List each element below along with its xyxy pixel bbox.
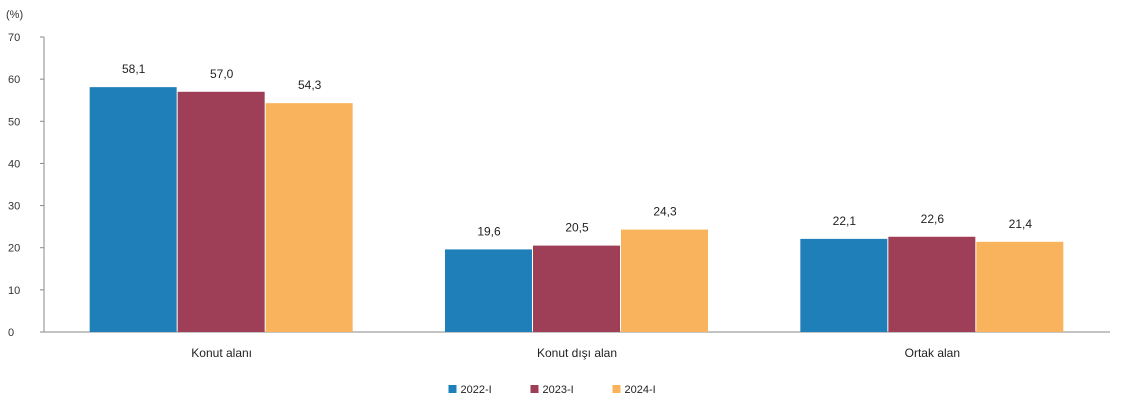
legend-label: 2023-I: [543, 384, 574, 396]
legend-swatch: [530, 385, 539, 393]
y-tick-label: 30: [8, 201, 20, 213]
y-tick-label: 40: [8, 158, 20, 170]
bar: [533, 245, 620, 332]
y-axis: 0 10 20 30 40 50 60 70: [8, 32, 45, 339]
legend-label: 2024-I: [625, 384, 656, 396]
y-tick-label: 70: [8, 32, 20, 44]
y-tick-label: 0: [8, 327, 14, 339]
bar: [445, 249, 532, 332]
bar: [976, 241, 1064, 332]
y-tick-label: 60: [8, 74, 20, 86]
data-label: 22,6: [921, 212, 945, 226]
data-label: 22,1: [833, 214, 857, 228]
bar: [177, 91, 265, 333]
category-label: Konut alanı: [191, 346, 252, 360]
bar: [89, 87, 177, 333]
bar: [621, 229, 708, 332]
bar: [888, 236, 976, 332]
bar: [800, 238, 888, 332]
data-label: 19,6: [477, 224, 501, 238]
bar: [265, 103, 353, 333]
data-label: 24,3: [653, 205, 677, 219]
y-tick-label: 20: [8, 243, 20, 255]
legend-swatch: [612, 385, 621, 393]
category-label: Ortak alan: [905, 346, 960, 360]
x-axis: Konut alanı Konut dışı alan Ortak alan: [44, 331, 1110, 360]
y-tick-label: 50: [8, 116, 20, 128]
data-label: 58,1: [122, 62, 146, 76]
y-tick-label: 10: [8, 285, 20, 297]
bars: 58,1 57,0 54,3 19,6 20,5 24,3 22,1 22,6 21,4: [89, 62, 1064, 333]
data-label: 21,4: [1009, 217, 1033, 231]
legend: 2022-I 2023-I 2024-I: [448, 384, 656, 396]
y-unit-label: (%): [6, 9, 23, 21]
legend-label: 2022-I: [461, 384, 492, 396]
data-label: 20,5: [565, 221, 589, 235]
category-label: Konut dışı alan: [537, 346, 617, 360]
data-label: 57,0: [210, 67, 234, 81]
data-label: 54,3: [298, 78, 322, 92]
legend-swatch: [448, 385, 457, 393]
